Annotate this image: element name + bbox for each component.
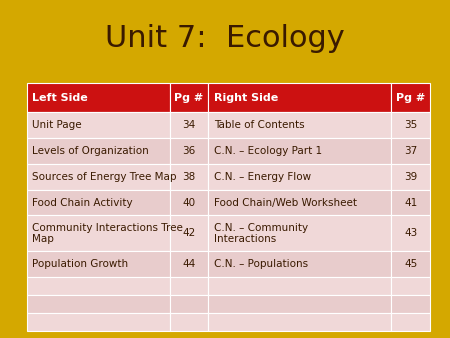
Text: 35: 35	[404, 120, 417, 130]
Bar	[208, 277, 392, 295]
Bar	[208, 113, 392, 138]
Text: Pg #: Pg #	[175, 93, 204, 103]
Bar	[208, 190, 392, 215]
Text: Unit Page: Unit Page	[32, 120, 82, 130]
Text: Population Growth: Population Growth	[32, 259, 129, 269]
Text: 37: 37	[404, 146, 417, 156]
Text: 39: 39	[404, 172, 417, 182]
Bar	[208, 164, 392, 190]
Bar	[392, 138, 430, 164]
Text: C.N. – Community
Interactions: C.N. – Community Interactions	[214, 223, 308, 244]
Bar	[392, 190, 430, 215]
Text: Sources of Energy Tree Map: Sources of Energy Tree Map	[32, 172, 177, 182]
Text: Food Chain Activity: Food Chain Activity	[32, 197, 133, 208]
Bar	[170, 277, 208, 295]
Bar	[392, 215, 430, 251]
Text: 45: 45	[404, 259, 417, 269]
Bar	[392, 313, 430, 331]
Text: Left Side: Left Side	[32, 93, 88, 103]
Bar	[392, 295, 430, 313]
Bar	[27, 113, 170, 138]
Text: 44: 44	[183, 259, 196, 269]
Bar	[208, 215, 392, 251]
Bar	[27, 83, 170, 113]
Bar	[392, 164, 430, 190]
Bar	[27, 138, 170, 164]
Bar	[170, 83, 208, 113]
Text: Table of Contents: Table of Contents	[214, 120, 304, 130]
Text: Right Side: Right Side	[214, 93, 278, 103]
Bar	[170, 313, 208, 331]
Text: 42: 42	[183, 228, 196, 238]
Bar	[392, 251, 430, 277]
Bar	[170, 164, 208, 190]
Text: 36: 36	[183, 146, 196, 156]
Bar	[27, 190, 170, 215]
Bar	[170, 251, 208, 277]
Bar	[208, 251, 392, 277]
Text: Food Chain/Web Worksheet: Food Chain/Web Worksheet	[214, 197, 357, 208]
Bar	[392, 83, 430, 113]
Text: Unit 7:  Ecology: Unit 7: Ecology	[105, 24, 345, 53]
Bar	[170, 138, 208, 164]
Bar	[27, 215, 170, 251]
Text: C.N. – Ecology Part 1: C.N. – Ecology Part 1	[214, 146, 322, 156]
Bar	[27, 277, 170, 295]
Bar	[27, 251, 170, 277]
Text: 38: 38	[183, 172, 196, 182]
Text: 34: 34	[183, 120, 196, 130]
Text: 43: 43	[404, 228, 417, 238]
Bar	[208, 83, 392, 113]
Bar	[208, 295, 392, 313]
Bar	[170, 190, 208, 215]
Text: C.N. – Populations: C.N. – Populations	[214, 259, 308, 269]
Bar	[27, 164, 170, 190]
Bar	[208, 313, 392, 331]
Text: Pg #: Pg #	[396, 93, 425, 103]
Text: 41: 41	[404, 197, 417, 208]
Bar	[392, 113, 430, 138]
Bar	[208, 138, 392, 164]
Text: C.N. – Energy Flow: C.N. – Energy Flow	[214, 172, 311, 182]
Text: Community Interactions Tree
Map: Community Interactions Tree Map	[32, 223, 183, 244]
Bar	[27, 295, 170, 313]
Text: Levels of Organization: Levels of Organization	[32, 146, 149, 156]
Bar	[27, 313, 170, 331]
Bar	[170, 215, 208, 251]
Bar	[392, 277, 430, 295]
Bar	[170, 113, 208, 138]
Text: 40: 40	[183, 197, 196, 208]
Bar	[170, 295, 208, 313]
